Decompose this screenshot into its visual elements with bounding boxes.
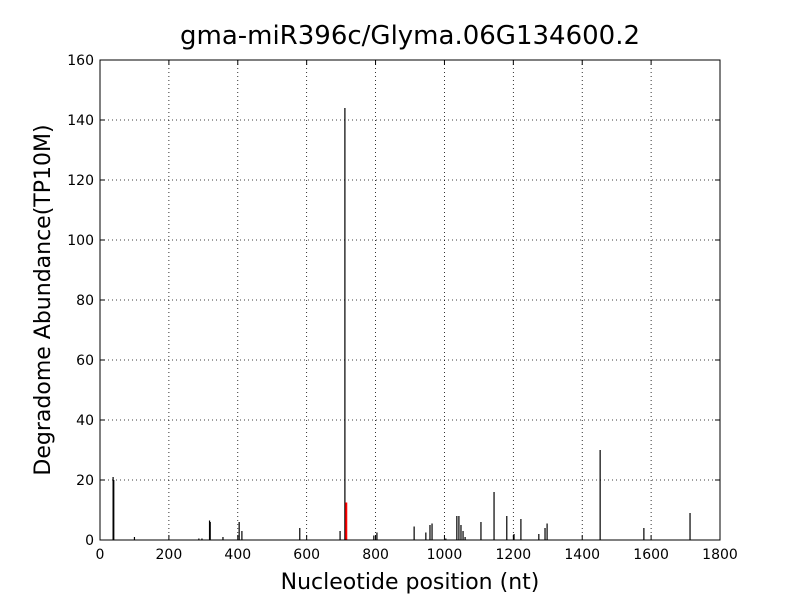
x-tick-label: 200 (156, 547, 183, 563)
x-tick-label: 800 (362, 547, 389, 563)
x-tick-label: 1200 (496, 547, 532, 563)
chart-title: gma-miR396c/Glyma.06G134600.2 (180, 21, 640, 51)
x-tick-label: 1000 (427, 547, 463, 563)
y-tick-label: 120 (67, 173, 94, 189)
y-tick-label: 140 (67, 113, 94, 129)
x-tick-label: 600 (293, 547, 320, 563)
y-tick-label: 80 (76, 293, 94, 309)
y-tick-label: 100 (67, 233, 94, 249)
y-axis-label: Degradome Abundance(TP10M) (31, 124, 56, 475)
plot-frame (99, 59, 721, 541)
y-tick-label: 60 (76, 353, 94, 369)
y-tick-label: 0 (85, 533, 94, 549)
y-tick-label: 40 (76, 413, 94, 429)
x-tick-label: 1600 (633, 547, 669, 563)
x-tick-label: 400 (224, 547, 251, 563)
x-tick-label: 0 (96, 547, 105, 563)
y-tick-label: 20 (76, 473, 94, 489)
x-axis-label: Nucleotide position (nt) (281, 570, 540, 595)
x-tick-label: 1800 (702, 547, 738, 563)
x-tick-label: 1400 (564, 547, 600, 563)
y-tick-label: 160 (67, 53, 94, 69)
